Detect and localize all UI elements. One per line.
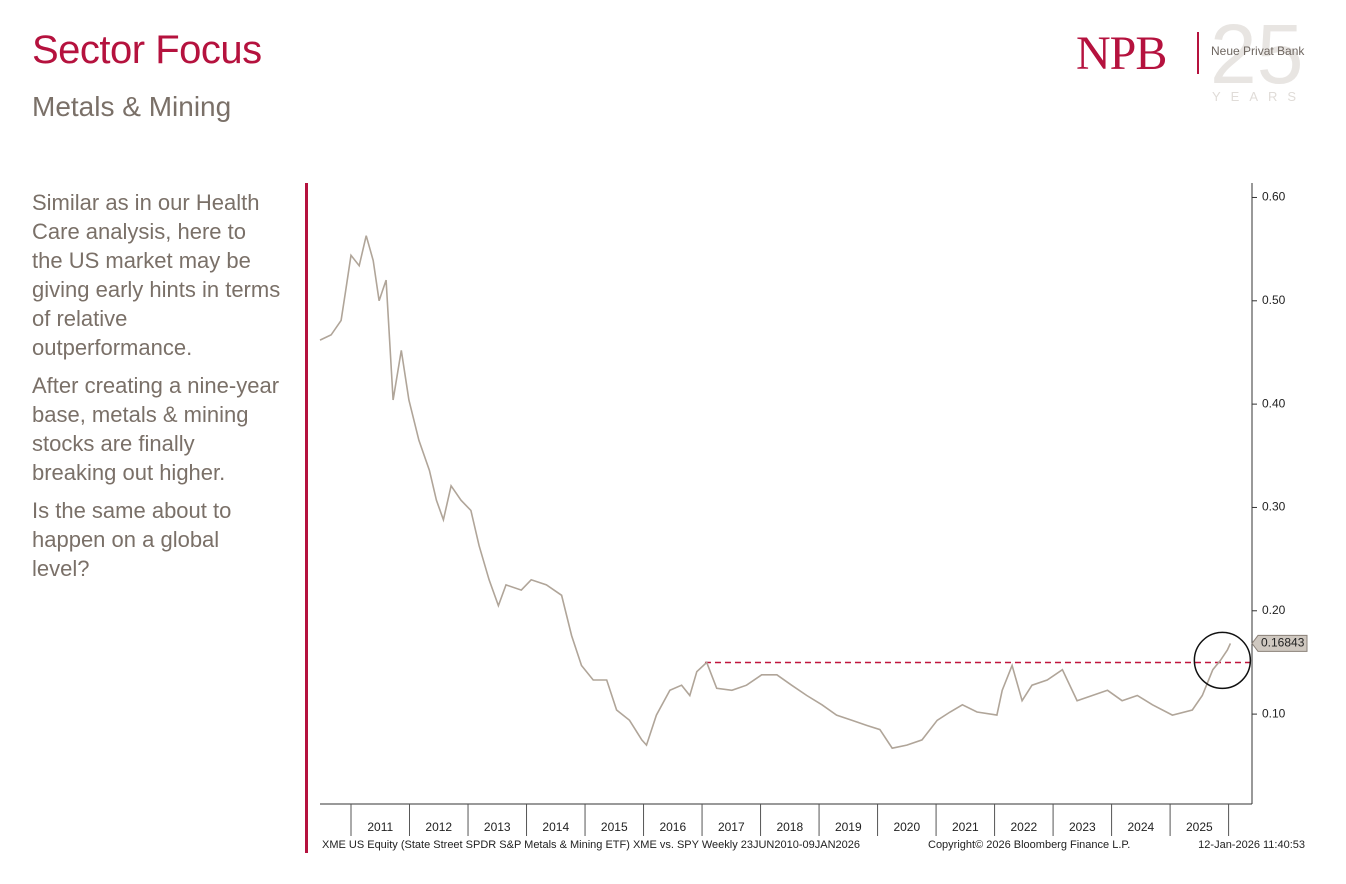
y-tick-label: 0.30 <box>1262 500 1286 514</box>
x-tick-label: 2013 <box>484 820 511 834</box>
logo: NPB <box>1076 27 1167 80</box>
x-tick-label: 2014 <box>542 820 569 834</box>
paragraph: Similar as in our Health Care analysis, … <box>32 190 281 360</box>
x-tick-label: 2015 <box>601 820 628 834</box>
data-line <box>319 235 1232 750</box>
x-tick-label: 2019 <box>835 820 862 834</box>
paragraph: After creating a nine-year base, metals … <box>32 373 280 485</box>
x-tick-label: 2021 <box>952 820 979 834</box>
subtitle: Metals & Mining <box>32 91 232 122</box>
x-tick-label: 2018 <box>776 820 803 834</box>
x-tick-label: 2025 <box>1186 820 1213 834</box>
paragraph: Is the same about to happen on a global … <box>32 498 232 581</box>
chart-copyright: Copyright© 2026 Bloomberg Finance L.P. <box>928 839 1130 851</box>
divider <box>305 183 308 853</box>
chart-timestamp: 12-Jan-2026 11:40:53 <box>1198 839 1305 851</box>
chart-source: XME US Equity (State Street SPDR S&P Met… <box>322 839 860 851</box>
y-tick-label: 0.20 <box>1262 603 1286 617</box>
logo-bar <box>1197 32 1199 74</box>
title: Sector Focus <box>32 28 262 72</box>
y-tick-label: 0.60 <box>1262 190 1286 204</box>
y-tick-label: 0.40 <box>1262 396 1286 410</box>
y-tick-label: 0.50 <box>1262 293 1286 307</box>
anniversary: 25 <box>1210 7 1304 101</box>
x-tick-label: 2016 <box>659 820 686 834</box>
x-tick-label: 2011 <box>367 820 393 834</box>
x-tick-label: 2017 <box>718 820 745 834</box>
x-tick-label: 2012 <box>425 820 452 834</box>
bank-name: Neue Privat Bank <box>1211 44 1305 58</box>
x-tick-label: 2020 <box>893 820 920 834</box>
anniversary-unit: YEARS <box>1212 89 1307 104</box>
x-tick-label: 2022 <box>1010 820 1037 834</box>
x-tick-label: 2024 <box>1127 820 1154 834</box>
body-text: Similar as in our Health Care analysis, … <box>32 188 282 592</box>
highlight-circle <box>1193 631 1252 690</box>
x-tick-label: 2023 <box>1069 820 1096 834</box>
last-value-label: 0.16843 <box>1261 636 1305 650</box>
last-value-box <box>1251 634 1308 652</box>
y-tick-label: 0.10 <box>1262 706 1286 720</box>
